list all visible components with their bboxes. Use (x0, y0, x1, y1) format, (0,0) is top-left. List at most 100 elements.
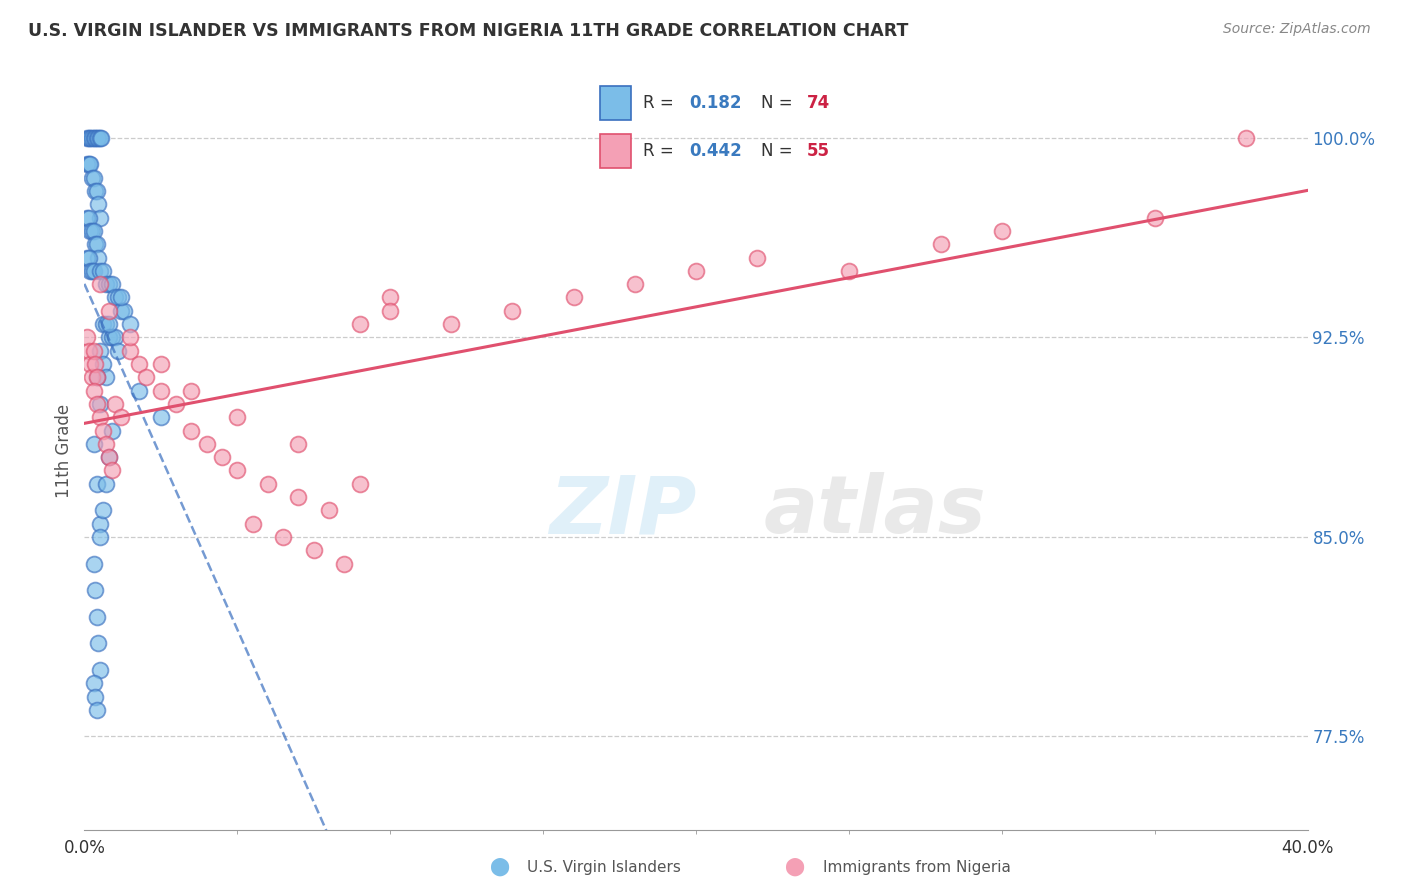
Point (929, 237, 952, 252)
Text: ⬤: ⬤ (785, 858, 804, 876)
Point (87, 197, 110, 211)
Point (380, 291, 402, 305)
Point (120, 330, 142, 344)
Point (84, 184, 107, 198)
Point (80, 264, 103, 278)
Point (242, 516, 264, 531)
Text: U.S. Virgin Islanders: U.S. Virgin Islanders (527, 860, 681, 874)
Point (83, 676, 105, 690)
Point (195, 437, 218, 451)
Point (135, 370, 157, 384)
Point (1143, 211, 1166, 225)
Text: N =: N = (761, 142, 797, 161)
Point (149, 384, 172, 398)
Point (110, 410, 132, 425)
Point (104, 291, 127, 305)
Text: U.S. VIRGIN ISLANDER VS IMMIGRANTS FROM NIGERIA 11TH GRADE CORRELATION CHART: U.S. VIRGIN ISLANDER VS IMMIGRANTS FROM … (28, 22, 908, 40)
Point (211, 450, 233, 464)
Point (91, 503, 114, 517)
Point (84, 357, 107, 371)
Point (94, 476, 117, 491)
Point (83, 170, 105, 185)
Point (110, 303, 132, 318)
Point (991, 224, 1014, 238)
Point (80, 224, 103, 238)
Point (83, 384, 105, 398)
Point (87, 636, 110, 650)
Point (502, 303, 524, 318)
Point (80, 170, 103, 185)
Point (79, 357, 101, 371)
Point (76, 131, 98, 145)
Point (86, 370, 108, 384)
Point (89, 530, 111, 544)
Text: 55: 55 (807, 142, 830, 161)
Point (101, 277, 124, 292)
Point (226, 410, 249, 425)
Point (120, 317, 142, 331)
Point (79, 224, 101, 238)
Point (86, 476, 108, 491)
Point (91, 357, 114, 371)
Text: Source: ZipAtlas.com: Source: ZipAtlas.com (1223, 22, 1371, 37)
Point (838, 264, 860, 278)
Point (149, 357, 172, 371)
Point (86, 370, 108, 384)
Point (112, 303, 135, 318)
Point (89, 410, 111, 425)
Point (107, 291, 129, 305)
Point (89, 397, 111, 411)
Point (83, 343, 105, 358)
Point (94, 437, 117, 451)
Point (226, 463, 249, 477)
Point (287, 490, 309, 504)
Point (89, 264, 111, 278)
Point (165, 397, 187, 411)
Point (89, 211, 111, 225)
Point (318, 503, 340, 517)
Point (302, 543, 325, 558)
Text: Immigrants from Nigeria: Immigrants from Nigeria (823, 860, 1011, 874)
Text: 0.182: 0.182 (689, 94, 742, 112)
Point (79, 157, 101, 171)
Point (83, 437, 105, 451)
Point (128, 357, 150, 371)
Bar (600, 87, 631, 120)
Point (257, 476, 280, 491)
Point (84, 583, 107, 598)
Point (83, 131, 105, 145)
Point (101, 463, 124, 477)
Point (110, 291, 132, 305)
Text: R =: R = (643, 94, 679, 112)
Text: 0.442: 0.442 (689, 142, 742, 161)
Point (97, 317, 120, 331)
Point (97, 450, 120, 464)
Point (84, 131, 107, 145)
Text: atlas: atlas (763, 472, 986, 550)
Point (747, 251, 769, 265)
Point (86, 397, 108, 411)
Point (76, 330, 98, 344)
Point (86, 184, 108, 198)
Point (77, 131, 100, 145)
Point (104, 330, 127, 344)
Point (83, 557, 105, 571)
Point (86, 703, 108, 717)
Point (128, 384, 150, 398)
Point (77, 211, 100, 225)
Point (380, 303, 402, 318)
Point (90, 131, 112, 145)
Point (79, 264, 101, 278)
Y-axis label: 11th Grade: 11th Grade (55, 403, 73, 498)
Point (77, 343, 100, 358)
Point (149, 410, 172, 425)
Point (685, 264, 707, 278)
Point (1236, 131, 1258, 145)
Point (107, 343, 129, 358)
Point (89, 663, 111, 677)
Point (97, 303, 120, 318)
Point (180, 384, 202, 398)
Point (87, 131, 110, 145)
Bar (600, 135, 631, 168)
Point (97, 277, 120, 292)
